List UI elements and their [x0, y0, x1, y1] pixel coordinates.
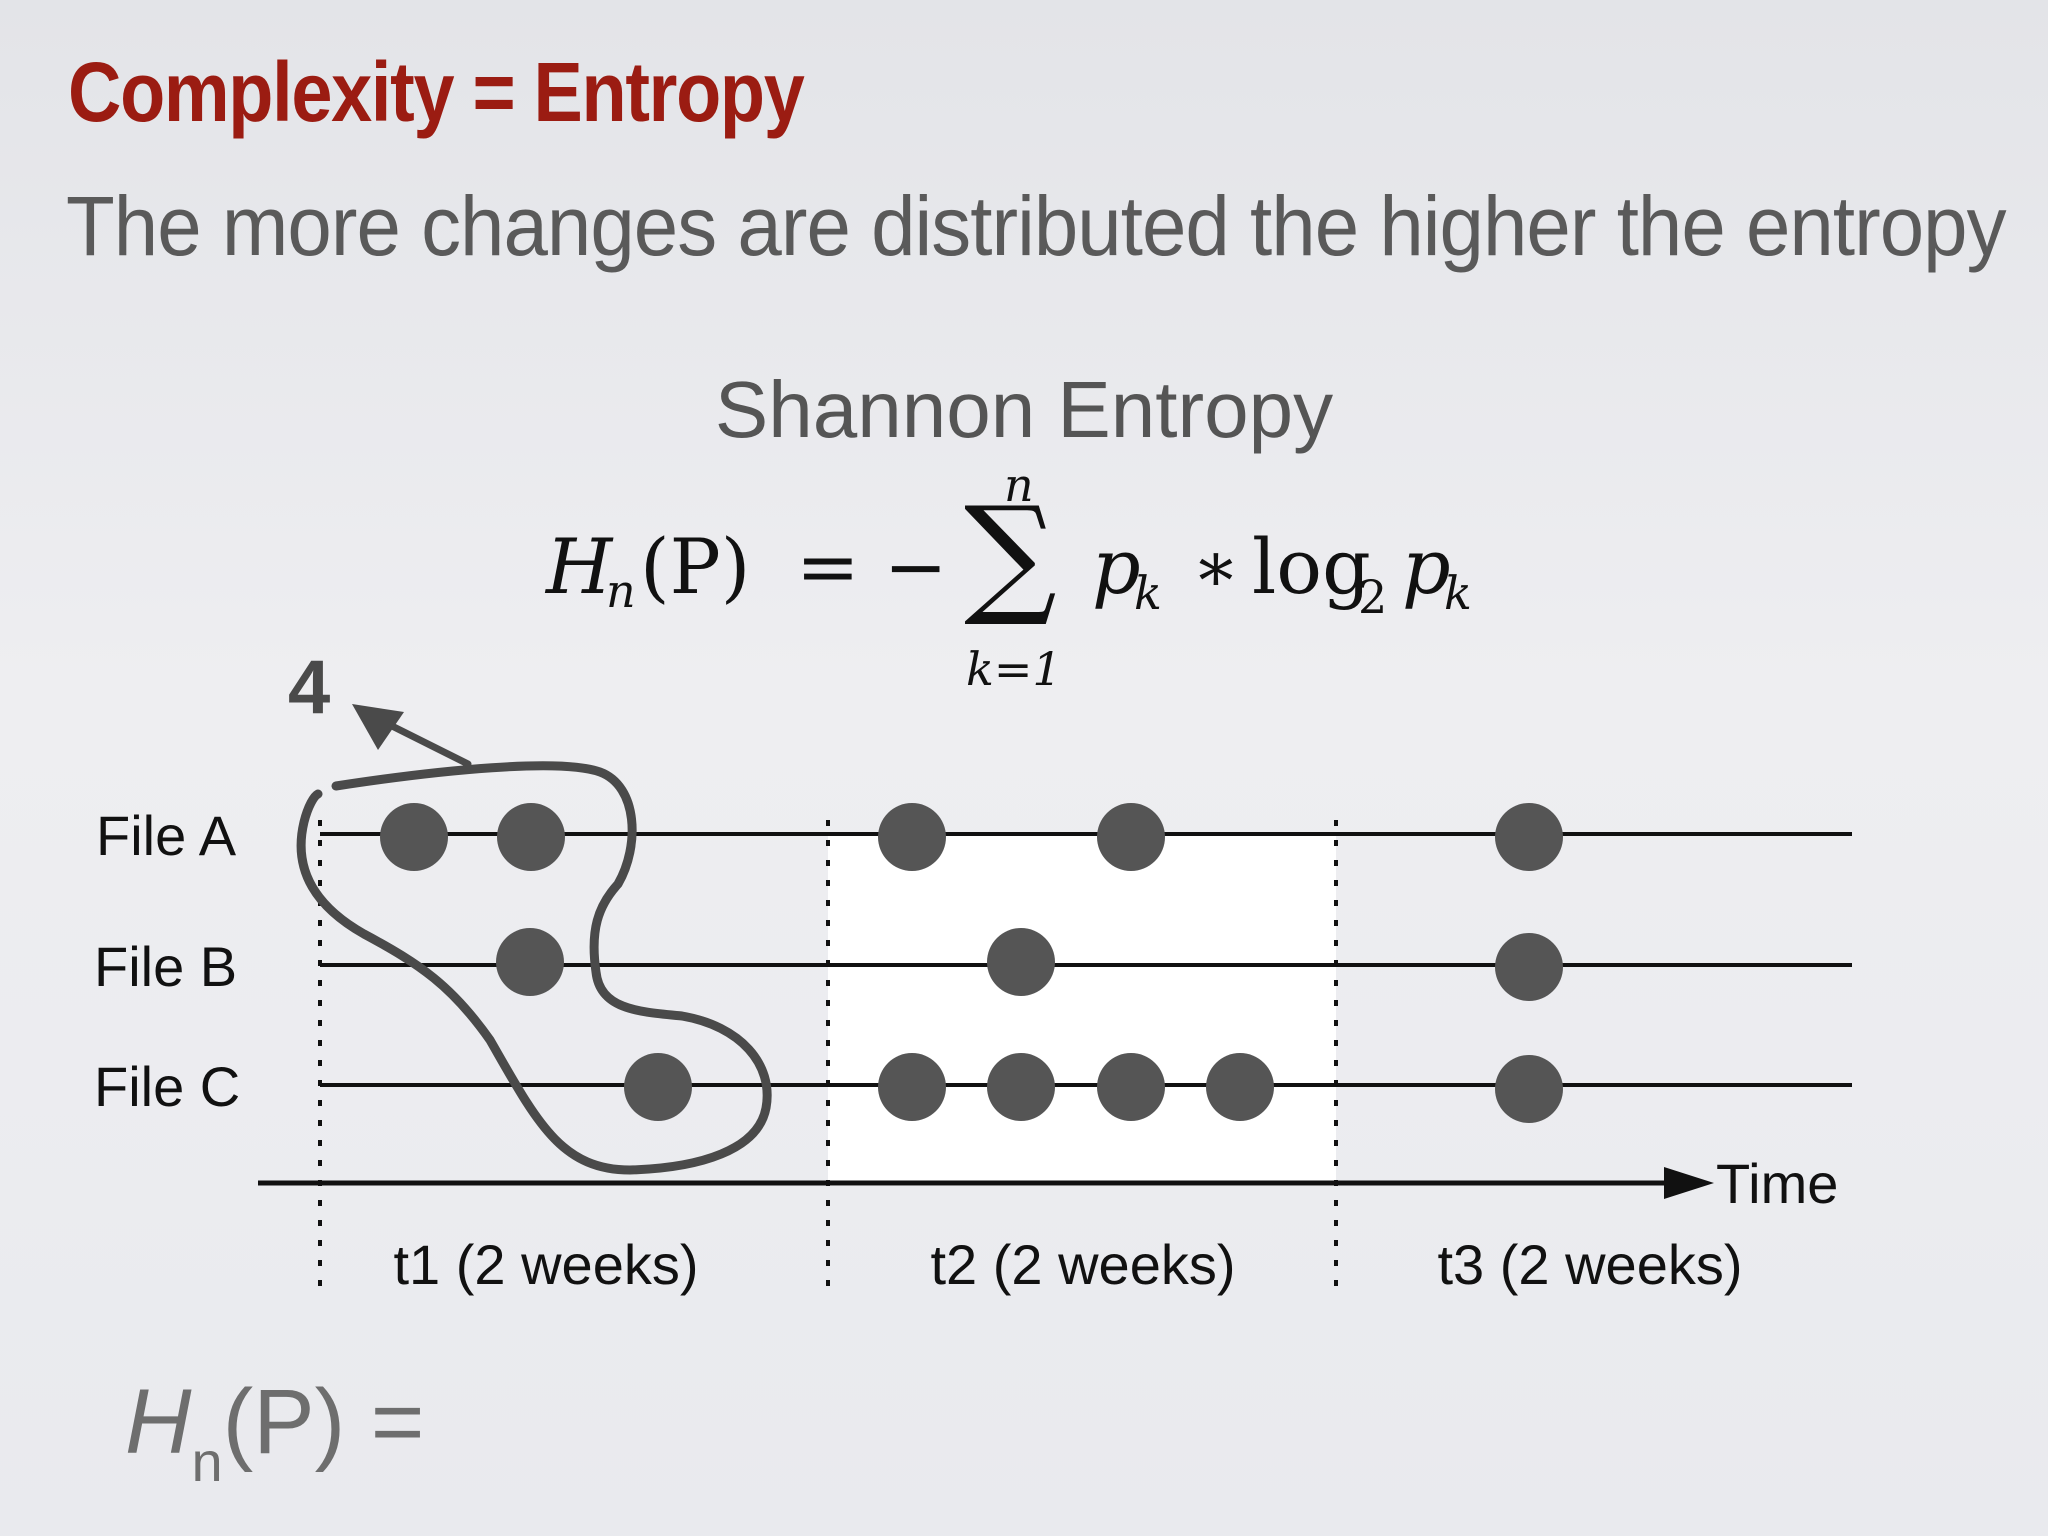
slide-title: Complexity = Entropy: [68, 45, 805, 139]
change-dot: [1097, 1053, 1165, 1121]
bottom-eq-subscript: n: [191, 1430, 223, 1493]
change-dot: [1495, 1055, 1563, 1123]
change-dot: [987, 1053, 1055, 1121]
file-label-a: File A: [96, 804, 237, 867]
change-dot: [1097, 803, 1165, 871]
annotation-arrowhead: [352, 704, 404, 750]
term2-p: p: [1402, 522, 1451, 611]
log-base: 2: [1358, 570, 1388, 624]
file-label-c: File C: [94, 1055, 240, 1118]
change-dot: [1495, 933, 1563, 1001]
bottom-eq-h: H: [125, 1371, 192, 1473]
formula-h-subscript: n: [606, 564, 636, 618]
hand-drawn-selection-loop: [296, 761, 772, 1175]
sigma-symbol: ∑: [964, 478, 1057, 630]
change-dot: [624, 1053, 692, 1121]
highlighted-period-background: [828, 834, 1336, 1186]
time-axis-label: Time: [1716, 1152, 1838, 1215]
change-dot: [496, 928, 564, 996]
change-dot: [1206, 1053, 1274, 1121]
change-dot: [987, 928, 1055, 996]
formula-equals-minus: = −: [796, 522, 948, 611]
time-axis-arrowhead: [1664, 1167, 1714, 1199]
change-dot: [1495, 803, 1563, 871]
sum-upper-limit: n: [1004, 458, 1034, 512]
change-dot: [878, 803, 946, 871]
file-label-b: File B: [94, 935, 237, 998]
bottom-eq-rest: (P) =: [222, 1371, 425, 1473]
annotation-count-label: 4: [288, 645, 330, 730]
term2-p-subscript: k: [1444, 566, 1472, 620]
change-dots: [380, 803, 1563, 1123]
sum-lower-limit: k=1: [966, 642, 1062, 696]
change-dot: [878, 1053, 946, 1121]
formula-heading: Shannon Entropy: [714, 365, 1334, 454]
formula-argument: (P): [640, 522, 751, 611]
change-dot: [380, 803, 448, 871]
bottom-entropy-equation: Hn(P) =: [125, 1370, 425, 1493]
period-label-t3: t3 (2 weeks): [1438, 1233, 1743, 1296]
term-p: p: [1092, 522, 1141, 611]
multiply-symbol: ∗: [1192, 526, 1240, 608]
period-label-t1: t1 (2 weeks): [394, 1233, 699, 1296]
slide-subtitle: The more changes are distributed the hig…: [66, 179, 2006, 273]
change-dot: [497, 803, 565, 871]
log-function: log: [1252, 522, 1371, 611]
term-p-subscript: k: [1134, 566, 1162, 620]
formula-h: H: [546, 522, 613, 611]
shannon-entropy-formula: H n (P) = − n ∑ k=1 p k ∗ log 2 p k: [540, 458, 1540, 700]
period-label-t2: t2 (2 weeks): [931, 1233, 1236, 1296]
